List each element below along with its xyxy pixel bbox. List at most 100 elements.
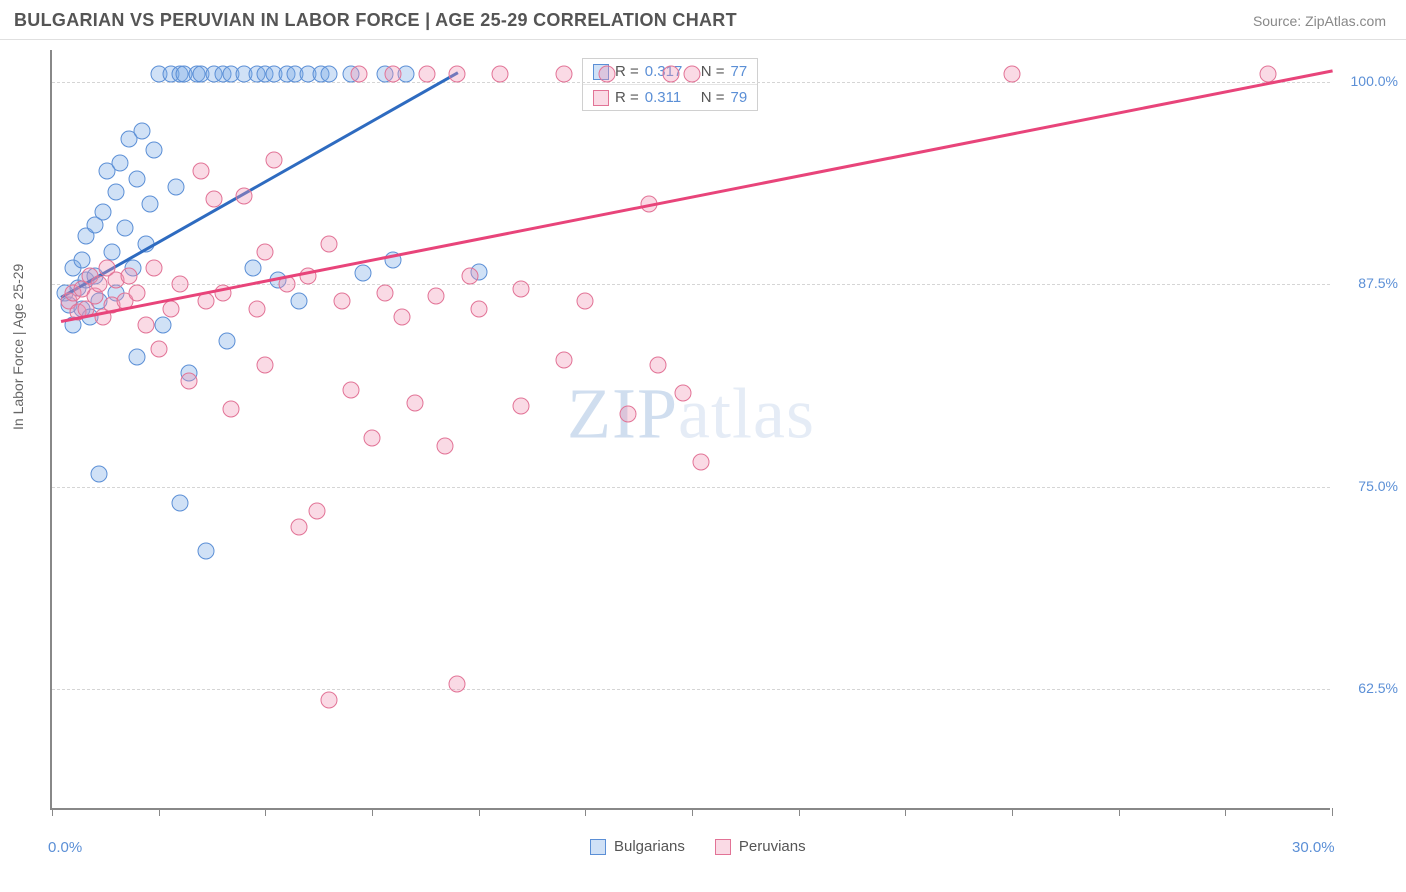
data-point — [351, 66, 368, 83]
data-point — [684, 66, 701, 83]
data-point — [146, 142, 163, 159]
data-point — [577, 292, 594, 309]
data-point — [116, 219, 133, 236]
data-point — [449, 675, 466, 692]
data-point — [223, 400, 240, 417]
data-point — [154, 316, 171, 333]
legend-swatch — [593, 90, 609, 106]
data-point — [376, 284, 393, 301]
data-point — [150, 341, 167, 358]
data-point — [428, 287, 445, 304]
data-point — [120, 268, 137, 285]
data-point — [108, 184, 125, 201]
data-point — [129, 349, 146, 366]
data-point — [236, 187, 253, 204]
data-point — [197, 543, 214, 560]
data-point — [598, 66, 615, 83]
data-point — [364, 430, 381, 447]
data-point — [513, 397, 530, 414]
data-point — [556, 66, 573, 83]
data-point — [248, 300, 265, 317]
legend-n-label: N = — [701, 89, 725, 106]
data-point — [218, 333, 235, 350]
data-point — [342, 381, 359, 398]
legend-row: R = 0.311 N = 79 — [583, 85, 757, 110]
data-point — [406, 394, 423, 411]
chart-source: Source: ZipAtlas.com — [1253, 13, 1386, 29]
data-point — [662, 66, 679, 83]
data-point — [675, 384, 692, 401]
data-point — [436, 438, 453, 455]
data-point — [95, 203, 112, 220]
legend-swatch — [590, 839, 606, 855]
legend-r-label: R = — [615, 89, 639, 106]
chart-title: BULGARIAN VS PERUVIAN IN LABOR FORCE | A… — [14, 10, 737, 31]
legend-n-value: 79 — [731, 89, 748, 106]
data-point — [393, 308, 410, 325]
watermark-part2: atlas — [678, 373, 815, 453]
data-point — [385, 66, 402, 83]
x-tick — [372, 808, 373, 816]
x-tick — [585, 808, 586, 816]
data-point — [257, 357, 274, 374]
x-tick — [799, 808, 800, 816]
x-tick-label: 30.0% — [1292, 839, 1335, 856]
data-point — [73, 252, 90, 269]
data-point — [419, 66, 436, 83]
data-point — [244, 260, 261, 277]
legend-n-label: N = — [701, 63, 725, 80]
data-point — [649, 357, 666, 374]
data-point — [163, 300, 180, 317]
data-point — [129, 284, 146, 301]
chart-area: ZIPatlas R =0.317N =77R =0.311N =79 100.… — [50, 50, 1330, 810]
data-point — [103, 244, 120, 261]
legend-label: Bulgarians — [614, 838, 685, 855]
plot-region: ZIPatlas R =0.317N =77R =0.311N =79 100.… — [50, 50, 1330, 810]
data-point — [556, 352, 573, 369]
series-legend: Bulgarians Peruvians — [590, 838, 806, 855]
x-tick — [479, 808, 480, 816]
x-tick — [159, 808, 160, 816]
legend-r-value: 0.311 — [645, 89, 695, 106]
data-point — [355, 265, 372, 282]
data-point — [291, 292, 308, 309]
data-point — [90, 276, 107, 293]
data-point — [90, 465, 107, 482]
legend-swatch — [715, 839, 731, 855]
data-point — [1004, 66, 1021, 83]
x-tick — [905, 808, 906, 816]
x-tick — [265, 808, 266, 816]
legend-n-value: 77 — [731, 63, 748, 80]
data-point — [321, 692, 338, 709]
data-point — [129, 171, 146, 188]
x-tick — [1225, 808, 1226, 816]
y-tick-label: 100.0% — [1351, 73, 1398, 89]
data-point — [167, 179, 184, 196]
data-point — [257, 244, 274, 261]
data-point — [692, 454, 709, 471]
chart-header: BULGARIAN VS PERUVIAN IN LABOR FORCE | A… — [0, 0, 1406, 40]
x-tick — [1012, 808, 1013, 816]
data-point — [172, 494, 189, 511]
legend-item: Bulgarians — [590, 838, 685, 855]
data-point — [308, 502, 325, 519]
watermark: ZIPatlas — [567, 372, 815, 455]
x-tick — [52, 808, 53, 816]
data-point — [172, 276, 189, 293]
gridline — [52, 689, 1330, 690]
legend-item: Peruvians — [715, 838, 806, 855]
x-tick — [1119, 808, 1120, 816]
data-point — [193, 163, 210, 180]
legend-r-label: R = — [615, 63, 639, 80]
x-tick — [1332, 808, 1333, 816]
gridline — [52, 487, 1330, 488]
data-point — [321, 66, 338, 83]
data-point — [470, 300, 487, 317]
data-point — [492, 66, 509, 83]
data-point — [334, 292, 351, 309]
data-point — [206, 190, 223, 207]
data-point — [449, 66, 466, 83]
data-point — [620, 405, 637, 422]
data-point — [321, 236, 338, 253]
data-point — [146, 260, 163, 277]
